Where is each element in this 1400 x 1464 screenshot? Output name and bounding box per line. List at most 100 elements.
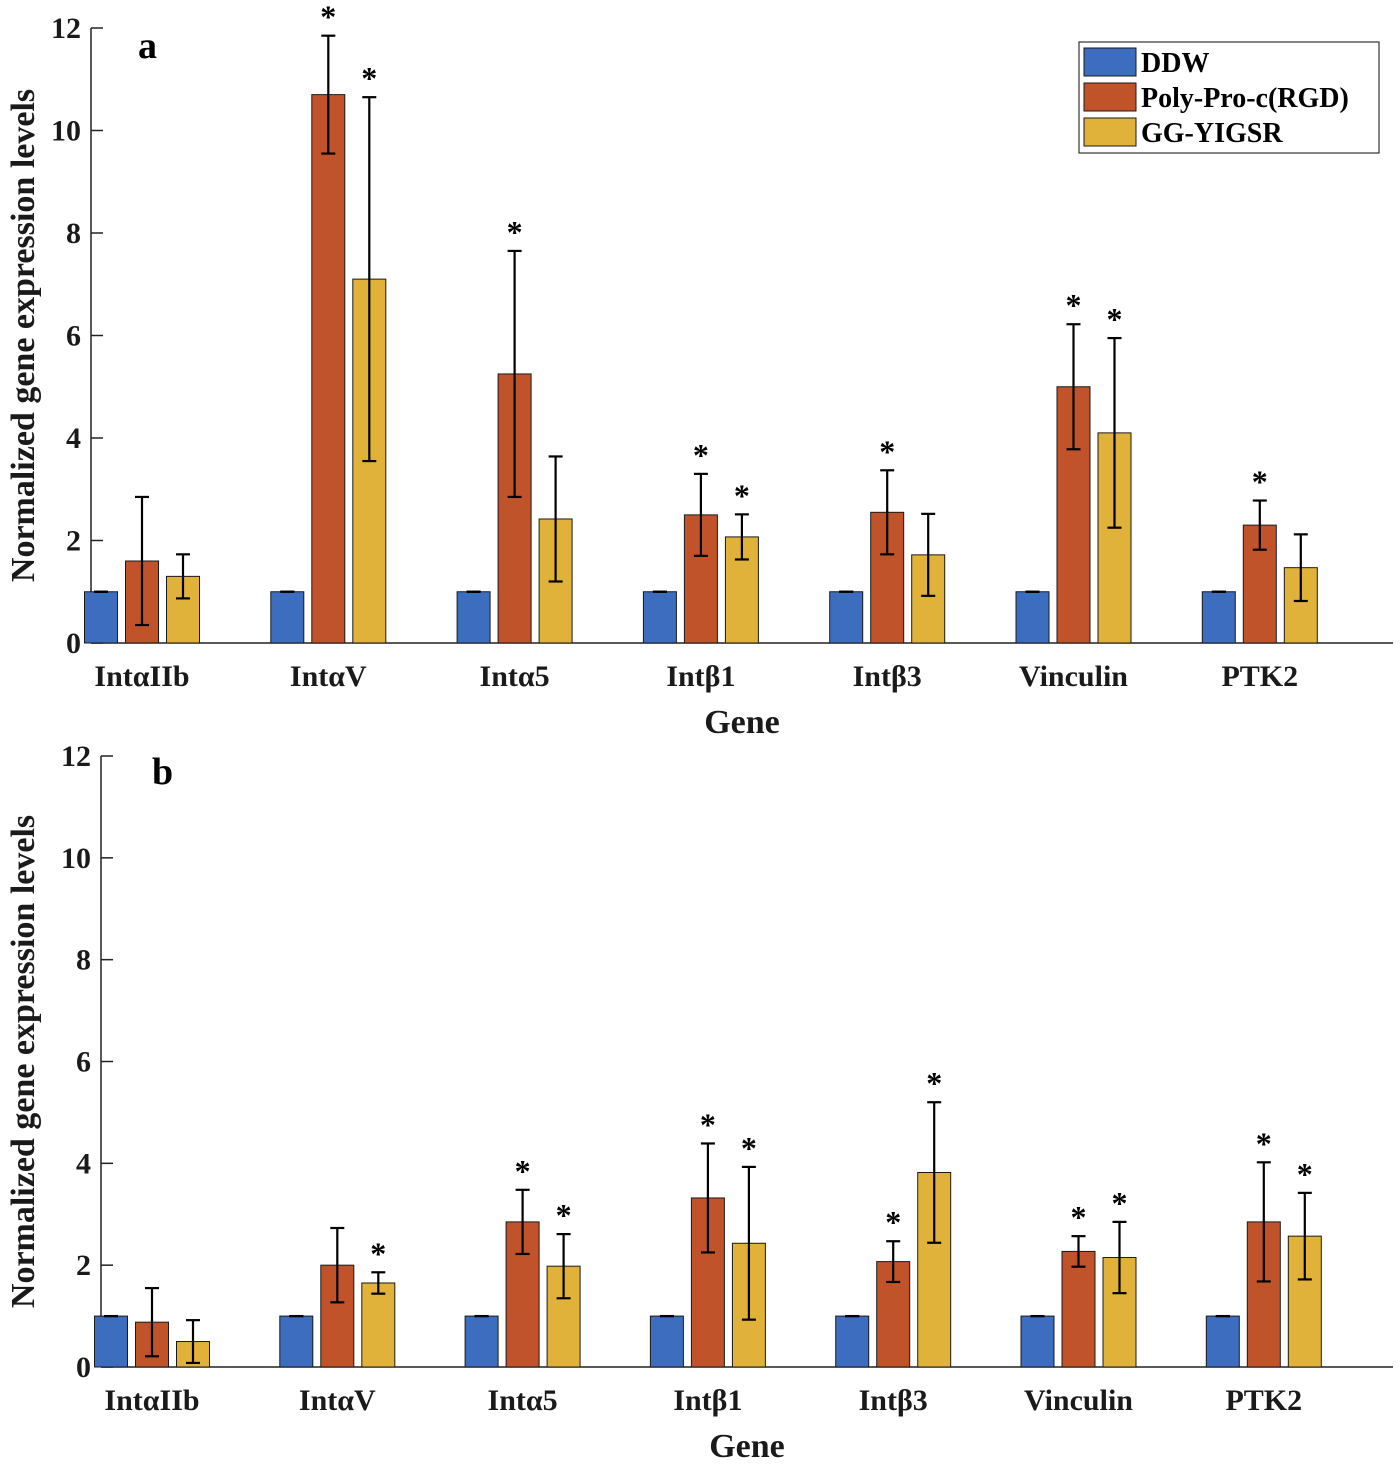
error-bar [1107, 336, 1122, 529]
y-tick-label: 2 [76, 1249, 91, 1282]
significance-star: * [926, 1065, 942, 1101]
category-label: PTK2 [1221, 660, 1298, 693]
y-tick-label: 2 [66, 525, 81, 558]
category-label: Intβ1 [673, 1384, 742, 1417]
error-bar [741, 1165, 756, 1321]
category-label: IntαV [290, 660, 367, 693]
significance-star: * [1066, 287, 1082, 323]
bar [270, 591, 305, 644]
significance-star: * [734, 477, 750, 513]
error-bar [548, 455, 563, 583]
bar [1061, 1250, 1096, 1368]
significance-star: * [885, 1204, 901, 1240]
legend-label: Poly-Pro-c(RGD) [1141, 83, 1349, 114]
legend-swatch [1083, 82, 1137, 112]
error-bar [886, 1240, 901, 1284]
error-bar [145, 1286, 159, 1358]
category-label: Intα5 [488, 1384, 558, 1417]
y-tick-label: 4 [66, 422, 81, 455]
error-bar [1112, 1220, 1127, 1295]
bar [311, 94, 346, 644]
error-bar [556, 1233, 571, 1300]
error-bar [1256, 1161, 1271, 1283]
y-tick-label: 8 [66, 217, 81, 250]
y-tick-label: 12 [51, 12, 81, 45]
bar [642, 591, 677, 644]
legend-label: DDW [1141, 48, 1209, 79]
significance-star: * [320, 0, 336, 35]
error-bar [1071, 1235, 1086, 1268]
category-label: Intβ1 [666, 660, 735, 693]
significance-star: * [1252, 464, 1268, 500]
bar [1020, 1315, 1055, 1368]
category-label: Intα5 [480, 660, 550, 693]
y-tick-label: 0 [66, 627, 81, 660]
y-tick-label: 8 [76, 944, 91, 977]
significance-star: * [507, 214, 523, 250]
y-tick-label: 10 [51, 115, 81, 148]
bar [649, 1315, 684, 1368]
bar [279, 1315, 314, 1368]
significance-star: * [1297, 1156, 1313, 1192]
x-axis-title: Gene [709, 1428, 785, 1464]
error-bar [1252, 499, 1267, 551]
y-tick-label: 0 [76, 1351, 91, 1384]
error-bar [515, 1188, 530, 1256]
significance-star: * [1107, 301, 1123, 337]
category-label: Vinculin [1024, 1384, 1133, 1417]
category-label: IntαIIb [94, 660, 189, 693]
y-tick-label: 6 [76, 1046, 91, 1079]
panel-b: 0 2 4 6 8 10 12 IntαIIb IntαV * Intα5 * * Intβ1 * * Intβ… [5, 740, 1393, 1464]
error-bar [371, 1271, 386, 1295]
bar [1201, 591, 1236, 644]
significance-star: * [370, 1235, 386, 1271]
error-bar [734, 513, 749, 561]
bar [1205, 1315, 1240, 1368]
legend-swatch [1083, 117, 1137, 147]
legend-swatch [1083, 47, 1137, 77]
error-bar [330, 1226, 345, 1304]
bar [690, 1197, 725, 1368]
category-label: IntαIIb [104, 1384, 199, 1417]
error-bar [186, 1319, 200, 1365]
significance-star: * [741, 1130, 757, 1166]
significance-star: * [1112, 1185, 1128, 1221]
panel-label: a [138, 25, 157, 67]
legend-label: GG-YIGSR [1141, 118, 1283, 149]
bar [829, 591, 864, 644]
error-bar [921, 512, 936, 597]
panel-a: 0 2 4 6 8 10 12 IntαIIb IntαV * * Intα5 * Intβ1 * * Intβ… [5, 0, 1393, 741]
bar [464, 1315, 499, 1368]
category-label: PTK2 [1225, 1384, 1302, 1417]
significance-star: * [556, 1197, 572, 1233]
error-bar [927, 1101, 942, 1244]
category-label: Intβ3 [853, 660, 922, 693]
significance-star: * [693, 437, 709, 473]
legend: DDW Poly-Pro-c(RGD) GG-YIGSR [1078, 41, 1380, 154]
bar [1015, 591, 1050, 644]
y-axis-title: Normalized gene expression levels [5, 89, 42, 582]
significance-star: * [700, 1106, 716, 1142]
bar [94, 1315, 128, 1368]
panel-label: b [152, 751, 173, 793]
y-tick-label: 6 [66, 320, 81, 353]
bar [835, 1315, 870, 1368]
error-bar [321, 34, 336, 155]
significance-star: * [1071, 1199, 1087, 1235]
significance-star: * [515, 1153, 531, 1189]
significance-star: * [879, 433, 895, 469]
category-label: Intβ3 [859, 1384, 928, 1417]
error-bar [507, 249, 522, 499]
bar [361, 1282, 396, 1368]
error-bar [135, 495, 149, 627]
error-bar [362, 96, 377, 463]
y-tick-label: 4 [76, 1147, 91, 1180]
error-bar [700, 1142, 715, 1254]
error-bar [176, 553, 190, 600]
x-axis-title: Gene [704, 704, 780, 741]
error-bar [1293, 533, 1308, 603]
error-bar [1297, 1191, 1312, 1281]
category-label: Vinculin [1019, 660, 1128, 693]
error-bar [880, 469, 895, 556]
